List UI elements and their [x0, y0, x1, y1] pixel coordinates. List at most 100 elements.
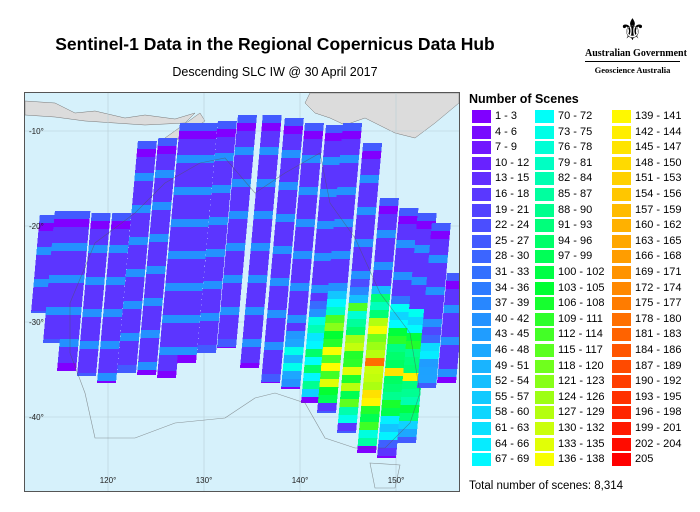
scene-cell [416, 213, 437, 221]
scene-cell [65, 267, 86, 275]
scene-cell [410, 285, 431, 293]
scene-cell [315, 237, 335, 245]
scene-cell [53, 219, 74, 227]
legend-item: 61 - 63 [472, 421, 547, 436]
legend-label: 157 - 159 [635, 203, 682, 216]
scene-cell [101, 325, 122, 333]
scene-cell [135, 157, 156, 165]
legend-label: 28 - 30 [495, 250, 530, 263]
legend-item: 112 - 114 [535, 327, 610, 342]
scene-cell [168, 243, 189, 251]
scene-cell [392, 280, 413, 288]
legend-swatch [535, 422, 554, 435]
scene-cell [31, 303, 51, 311]
scene-cell [47, 283, 68, 291]
legend-swatch [612, 328, 631, 342]
scene-cell [393, 264, 414, 272]
scene-cell [129, 229, 149, 237]
legend-swatch [612, 188, 631, 201]
scene-cell [292, 251, 313, 259]
scene-cell [366, 334, 387, 342]
scene-cell [184, 275, 204, 283]
scene-cell [59, 339, 79, 347]
scene-cell [329, 267, 350, 275]
legend-item: 67 - 69 [472, 452, 547, 467]
scene-cell [69, 219, 90, 227]
scene-cell [353, 247, 373, 255]
legend-label: 121 - 123 [558, 375, 605, 388]
scene-cell [163, 299, 184, 307]
scene-cell [375, 238, 396, 246]
scene-cell [207, 225, 228, 233]
scene-cell [322, 347, 342, 355]
scene-cell [339, 399, 360, 407]
legend-label: 4 - 6 [495, 125, 518, 138]
scene-cell [420, 343, 441, 351]
scene-cell [226, 235, 247, 243]
scene-cell [374, 246, 395, 254]
scene-cell [289, 283, 310, 291]
scene-cell [78, 349, 99, 357]
scene-cell [426, 271, 447, 279]
scene-cell [51, 243, 71, 251]
scene-cell [427, 263, 448, 271]
scene-cell [337, 423, 357, 431]
legend-item: 172 - 174 [612, 281, 687, 296]
scene-cell [412, 261, 433, 269]
scene-cell [426, 279, 446, 287]
scene-cell [197, 337, 218, 345]
scene-cell [34, 271, 54, 279]
scene-cell [187, 235, 208, 243]
scene-cell [294, 235, 314, 243]
scene-cell [107, 261, 127, 269]
swath [137, 138, 178, 375]
scene-cell [398, 413, 419, 421]
legend-item: 160 - 162 [612, 218, 687, 233]
legend-item: 154 - 156 [612, 187, 687, 202]
scene-cell [284, 347, 304, 355]
scene-cell [70, 211, 91, 219]
scene-cell [349, 287, 370, 295]
scene-cell [310, 293, 330, 301]
scene-cell [364, 366, 384, 374]
scene-cell [378, 206, 399, 214]
scene-cell [345, 335, 365, 343]
scene-cell [326, 299, 347, 307]
legend-swatch [472, 406, 491, 420]
scene-cell [196, 139, 217, 147]
scene-cell [151, 202, 172, 210]
scene-cell [149, 226, 170, 234]
scene-cell [77, 373, 97, 376]
legend-label: 151 - 153 [635, 172, 682, 185]
scene-cell [87, 253, 108, 261]
scene-cell [385, 352, 406, 360]
scene-cell [82, 309, 103, 317]
legend-label: 73 - 75 [558, 125, 593, 138]
swath [43, 211, 74, 343]
scene-cell [67, 251, 87, 259]
scene-cell [162, 307, 183, 315]
legend-item: 133 - 135 [535, 437, 610, 452]
scene-cell [58, 347, 79, 355]
scene-cell [356, 207, 377, 215]
legend-item: 85 - 87 [535, 187, 610, 202]
scene-cell [199, 321, 219, 329]
scene-cell [90, 213, 111, 221]
scene-cell [191, 195, 212, 203]
scene-cell [295, 219, 316, 227]
legend-swatch [612, 359, 631, 373]
legend-item: 91 - 93 [535, 218, 610, 233]
scene-cell [209, 201, 230, 209]
scene-cell [119, 333, 140, 341]
scene-cell [333, 219, 354, 227]
scene-cell [224, 259, 245, 267]
legend-item: 73 - 75 [535, 125, 610, 140]
legend-item: 22 - 24 [472, 218, 547, 233]
scene-cell [337, 431, 357, 433]
scene-cell [302, 381, 322, 389]
scene-cell [97, 365, 118, 373]
scene-cell [186, 251, 207, 259]
scene-cell [274, 230, 294, 238]
total-scenes: Total number of scenes: 8,314 [469, 480, 624, 492]
scene-cell [260, 131, 281, 139]
